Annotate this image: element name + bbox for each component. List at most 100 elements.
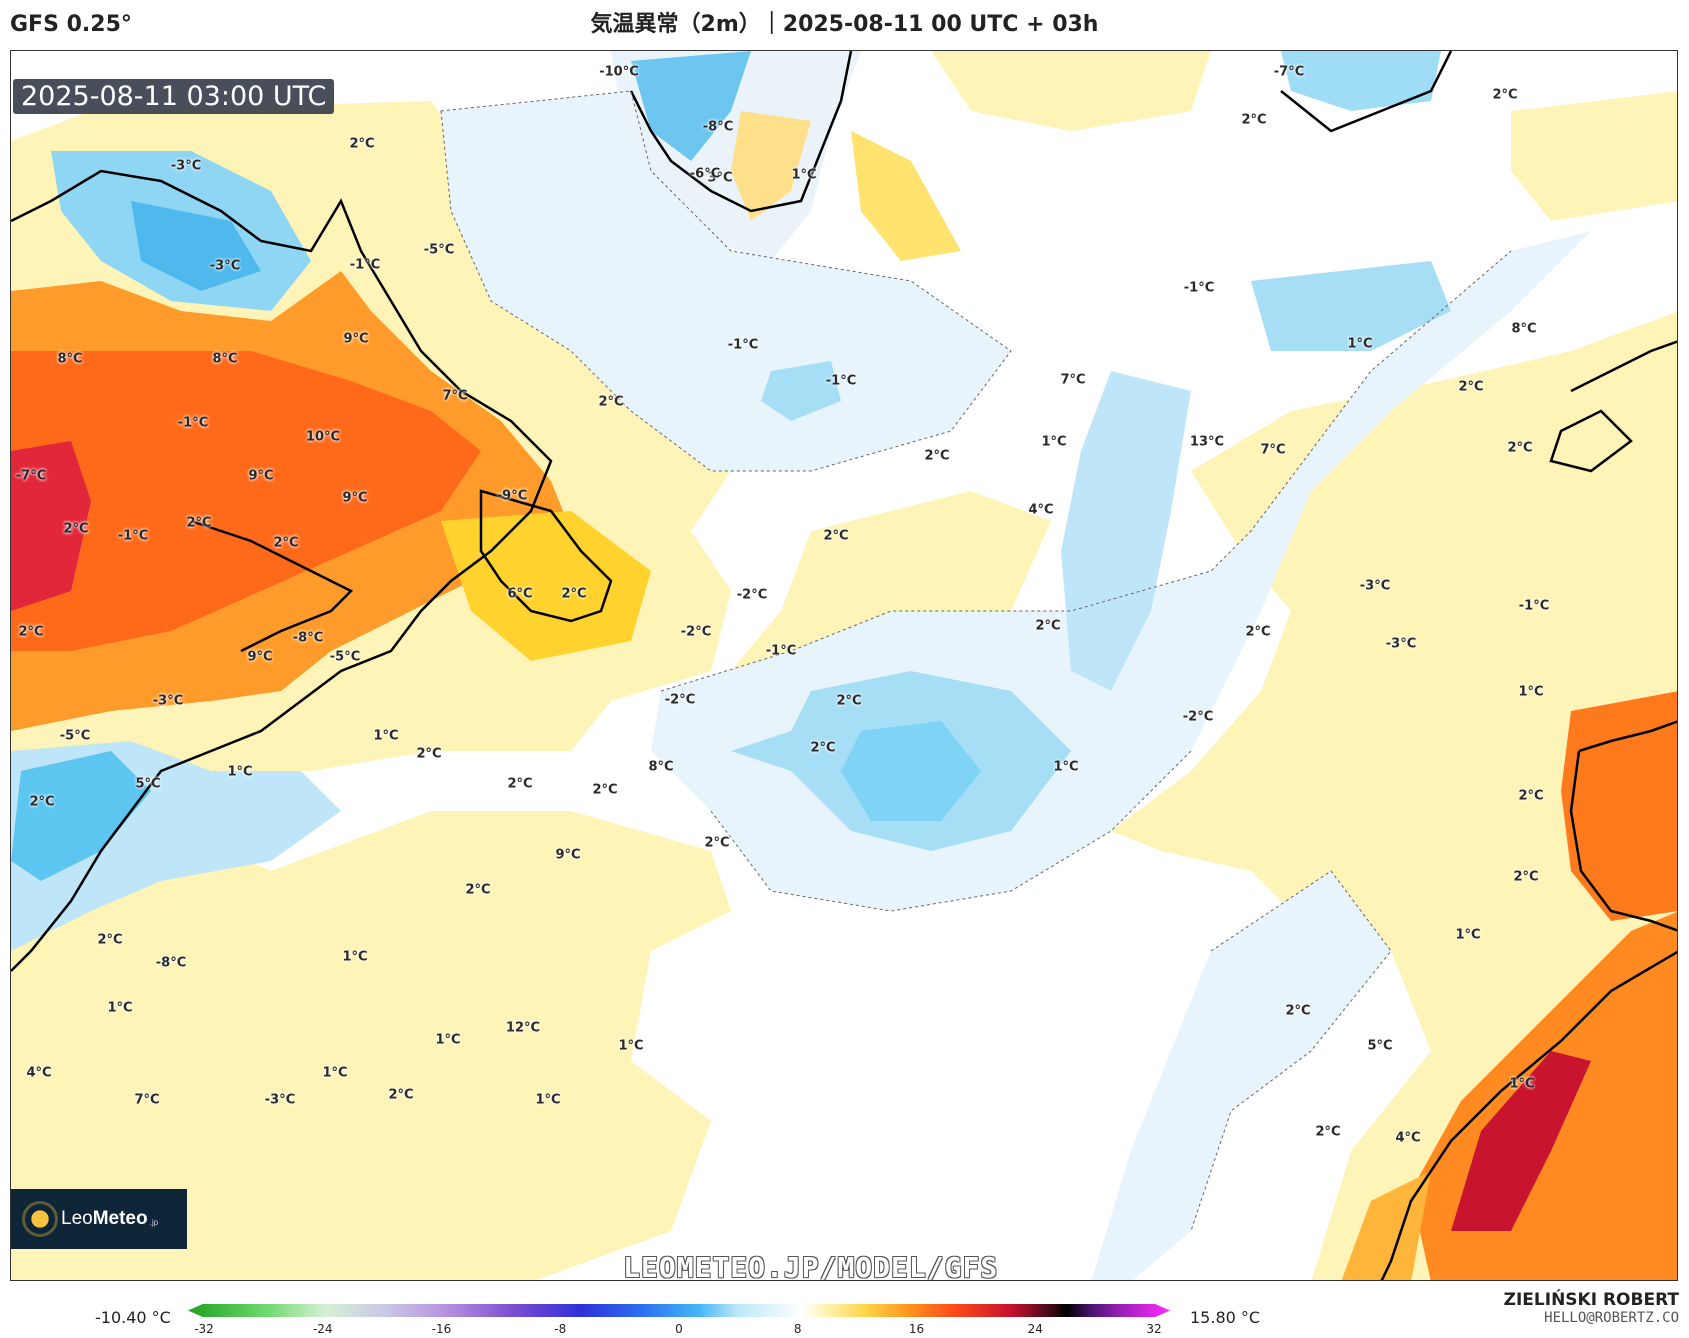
anomaly-label: 13°C — [1189, 434, 1225, 450]
cool-zone-small — [761, 361, 841, 421]
anomaly-label: 2°C — [561, 586, 587, 602]
anomaly-label: -2°C — [1182, 709, 1214, 725]
anomaly-label: -3°C — [1385, 636, 1417, 652]
legend-min-label: -10.40 °C — [95, 1308, 171, 1327]
legend-tick: 8 — [793, 1322, 802, 1336]
anomaly-label: 1°C — [227, 764, 253, 780]
anomaly-label: 1°C — [435, 1032, 461, 1048]
anomaly-label: 2°C — [416, 746, 442, 762]
anomaly-label: -1°C — [1183, 280, 1215, 296]
greenland-cold — [631, 51, 751, 161]
anomaly-label: -3°C — [1359, 578, 1391, 594]
anomaly-label: 2°C — [823, 528, 849, 544]
legend-tick: -16 — [431, 1322, 452, 1336]
anomaly-label: -3°C — [152, 693, 184, 709]
anomaly-label: -9°C — [496, 488, 528, 504]
anomaly-label: 7°C — [1260, 442, 1286, 458]
anomaly-label: 3°C — [707, 170, 733, 186]
anomaly-label: 9°C — [555, 847, 581, 863]
anomaly-label: -3°C — [209, 258, 241, 274]
anomaly-label: -5°C — [59, 728, 91, 744]
logo-suffix: .jp — [149, 1218, 159, 1227]
anomaly-label: 1°C — [618, 1038, 644, 1054]
heat-anomaly-morocco-core — [1451, 1051, 1591, 1231]
anomaly-label: -7°C — [1273, 64, 1305, 80]
anomaly-label: 2°C — [97, 932, 123, 948]
anomaly-label: 2°C — [598, 394, 624, 410]
anomaly-label: 2°C — [810, 740, 836, 756]
anomaly-map[interactable]: 2025-08-11 03:00 UTC -3°C 2°C -10°C -7°C 2°C… — [10, 50, 1678, 1281]
anomaly-label: -8°C — [292, 630, 324, 646]
anomaly-label: 7°C — [134, 1092, 160, 1108]
anomaly-label: 9°C — [248, 468, 274, 484]
warm-zone-northeast — [1511, 91, 1677, 221]
anomaly-label: -1°C — [825, 373, 857, 389]
anomaly-label: 2°C — [186, 515, 212, 531]
model-name: GFS 0.25° — [10, 12, 132, 37]
anomaly-label: -3°C — [264, 1092, 296, 1108]
coastlines — [11, 51, 1677, 1280]
anomaly-label: 4°C — [1028, 502, 1054, 518]
greenland-warm-east — [851, 131, 961, 261]
anomaly-label: 10°C — [305, 429, 341, 445]
anomaly-label: -1°C — [1518, 598, 1550, 614]
anomaly-label: -2°C — [680, 624, 712, 640]
cool-zone-atlantic-south — [1091, 871, 1391, 1280]
anomaly-label: 2°C — [1285, 1003, 1311, 1019]
anomaly-label: -1°C — [765, 643, 797, 659]
cool-zone-northeast — [1251, 261, 1451, 351]
legend-tick: -24 — [312, 1322, 333, 1336]
anomaly-label: 7°C — [442, 388, 468, 404]
anomaly-label: 8°C — [648, 759, 674, 775]
heat-anomaly-quebec-max — [11, 441, 91, 611]
anomaly-label: -8°C — [155, 955, 187, 971]
author-email[interactable]: HELLO@ROBERTZ.CO — [1544, 1310, 1679, 1326]
legend-tick: 24 — [1027, 1322, 1043, 1336]
anomaly-label: 2°C — [1492, 87, 1518, 103]
anomaly-label: 1°C — [322, 1065, 348, 1081]
anomaly-label: 2°C — [18, 624, 44, 640]
cool-zone-north — [441, 91, 1011, 471]
watermark-url: LEOMETEO.JP/MODEL/GFS — [623, 1251, 999, 1281]
anomaly-label: 1°C — [1041, 434, 1067, 450]
anomaly-label: 1°C — [107, 1000, 133, 1016]
anomaly-label: 2°C — [1245, 624, 1271, 640]
anomaly-label: 9°C — [247, 649, 273, 665]
anomaly-label: 2°C — [465, 882, 491, 898]
anomaly-label: 2°C — [1035, 618, 1061, 634]
anomaly-label: 2°C — [1315, 1124, 1341, 1140]
leometeo-logo[interactable]: LeoMeteo .jp — [11, 1189, 187, 1249]
anomaly-label: 2°C — [507, 776, 533, 792]
anomaly-label: 9°C — [343, 331, 369, 347]
anomaly-label: 1°C — [373, 728, 399, 744]
legend-tick: 16 — [908, 1322, 925, 1336]
cool-zone-core — [841, 721, 981, 821]
sun-icon — [25, 1204, 55, 1234]
anomaly-label: -1°C — [117, 528, 149, 544]
anomaly-label: 2°C — [1241, 112, 1267, 128]
anomaly-label: -6°C — [689, 166, 721, 182]
anomaly-label: -3°C — [170, 158, 202, 174]
zero-contours — [440, 90, 1512, 1232]
anomaly-label: -5°C — [329, 649, 361, 665]
anomaly-label: 7°C — [1060, 372, 1086, 388]
heat-anomaly-quebec-core — [11, 351, 481, 651]
anomaly-label: 1°C — [342, 949, 368, 965]
anomaly-label: 2°C — [704, 835, 730, 851]
anomaly-label: 8°C — [1511, 321, 1537, 337]
anomaly-label: 8°C — [212, 351, 238, 367]
anomaly-label: -5°C — [423, 242, 455, 258]
cold-pool-labrador-core — [131, 201, 261, 291]
anomaly-field — [11, 51, 1677, 1280]
cold-pool-us-core — [11, 751, 151, 881]
anomaly-label: 4°C — [26, 1065, 52, 1081]
legend-tick: 0 — [675, 1322, 683, 1336]
anomaly-label: -2°C — [664, 692, 696, 708]
anomaly-label: 2°C — [1513, 869, 1539, 885]
anomaly-label: -1°C — [177, 415, 209, 431]
anomaly-label: 2°C — [924, 448, 950, 464]
anomaly-label: -10°C — [599, 64, 639, 80]
warm-zone-southwest — [11, 811, 731, 1280]
iceland-cold — [1281, 51, 1441, 111]
anomaly-label: -1°C — [349, 257, 381, 273]
